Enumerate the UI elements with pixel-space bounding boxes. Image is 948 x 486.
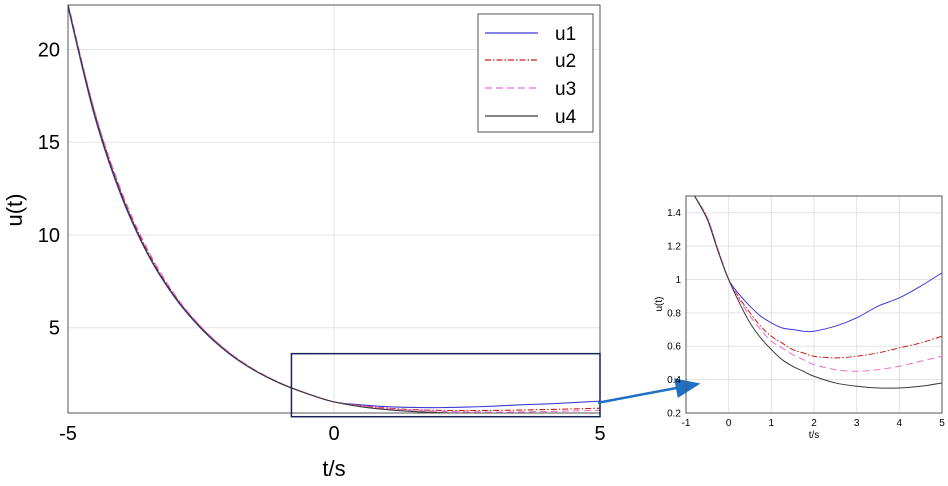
inset-y-tick-label: 1	[675, 275, 681, 286]
zoom-region-box	[290, 352, 601, 418]
inset-series-line-2	[694, 196, 942, 359]
main-chart: -5 0 5 5 10 15 20 t/s u(t) u1 u2 u3 u4	[2, 4, 606, 481]
legend: u1 u2 u3 u4	[477, 13, 594, 133]
inset-plot-frame	[685, 195, 943, 414]
inset-y-tick-label: 1.2	[667, 242, 681, 253]
inset-series	[694, 196, 942, 389]
inset-x-tick-label: 2	[811, 418, 817, 429]
legend-label-u3: u3	[555, 79, 576, 100]
inset-series-line-4	[694, 196, 942, 389]
inset-x-tick-label: 4	[897, 418, 903, 429]
legend-entry-u2: u2	[485, 51, 576, 72]
main-series	[68, 5, 600, 413]
inset-y-axis-label: u(t)	[654, 297, 665, 312]
inset-series-line-3	[694, 196, 942, 372]
main-plot-frame	[67, 4, 601, 414]
main-x-axis-label: t/s	[322, 456, 345, 481]
legend-label-u1: u1	[555, 24, 576, 45]
inset-x-axis-label: t/s	[809, 430, 820, 441]
inset-x-tick-label: 3	[854, 418, 860, 429]
inset-y-tick-label: 0.2	[667, 409, 681, 420]
inset-y-tick-label: 1.4	[667, 208, 681, 219]
inset-chart: -1 0 1 2 3 4 5 0.2 0.4 0.6 0.8 1 1.2 1.4 t/s u(t)	[654, 195, 945, 441]
inset-y-tick-label: 0.6	[667, 342, 681, 353]
main-y-tick-label: 10	[38, 225, 60, 247]
inset-x-tick-label: 1	[769, 418, 775, 429]
main-y-tick-label: 5	[49, 318, 60, 340]
inset-x-tick-label: -1	[682, 418, 691, 429]
legend-label-u2: u2	[555, 51, 576, 72]
main-ticks: -5 0 5 5 10 15 20	[38, 40, 606, 445]
legend-entry-u1: u1	[485, 24, 576, 45]
main-x-tick-label: 0	[328, 423, 339, 445]
inset-ticks: -1 0 1 2 3 4 5 0.2 0.4 0.6 0.8 1 1.2 1.4	[667, 208, 945, 429]
inset-y-tick-label: 0.4	[667, 375, 681, 386]
main-y-axis-label: u(t)	[2, 194, 27, 227]
main-y-tick-label: 15	[38, 132, 60, 154]
main-series-line-4	[68, 5, 600, 413]
legend-label-u4: u4	[555, 107, 577, 128]
inset-x-tick-label: 0	[726, 418, 732, 429]
legend-box	[477, 13, 594, 133]
legend-entry-u4: u4	[485, 107, 577, 128]
zoom-arrow	[597, 378, 701, 404]
main-x-tick-label: 5	[594, 423, 605, 445]
legend-entry-u3: u3	[485, 79, 576, 100]
inset-x-tick-label: 5	[939, 418, 945, 429]
inset-y-tick-label: 0.8	[667, 308, 681, 319]
inset-grid	[685, 196, 943, 414]
main-y-tick-label: 20	[38, 40, 60, 62]
main-x-tick-label: -5	[59, 423, 77, 445]
inset-series-line-1	[694, 196, 942, 333]
